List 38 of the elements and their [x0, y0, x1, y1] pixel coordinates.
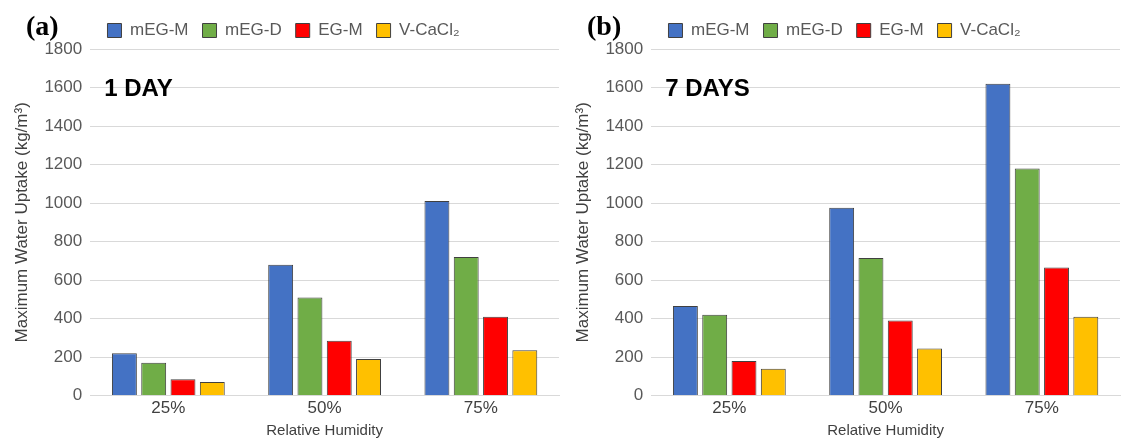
y-tick-label: 1600	[44, 77, 83, 97]
y-tick-label: 1200	[605, 154, 644, 174]
y-axis-title: Maximum Water Uptake (kg/m³)	[572, 102, 592, 343]
y-tick-label: 1000	[605, 192, 644, 212]
x-axis-title: Relative Humidity	[266, 421, 384, 439]
x-tick-label: 75%	[1024, 398, 1059, 418]
legend-label: mEG-M	[690, 20, 750, 40]
legend-label: mEG-D	[786, 20, 843, 40]
y-axis-title: Maximum Water Uptake (kg/m³)	[11, 102, 31, 343]
y-tick-label: 200	[53, 346, 83, 366]
y-tick-label: 1600	[605, 77, 644, 97]
y-tick-label: 400	[53, 308, 83, 328]
y-tick-label: 1000	[44, 192, 83, 212]
legend-label: V-CaCl₂	[960, 20, 1021, 40]
y-tick-label: 200	[614, 346, 644, 366]
y-tick-label: 800	[614, 231, 644, 251]
y-tick-label: 400	[614, 308, 644, 328]
x-tick-label: 25%	[151, 398, 186, 418]
y-tick-label: 0	[72, 385, 83, 405]
legend-label: EG-M	[879, 20, 924, 40]
y-tick-label: 1400	[605, 115, 644, 135]
x-tick-label: 75%	[463, 398, 498, 418]
y-tick-label: 1200	[44, 154, 83, 174]
annotation: 7 DAYS	[665, 73, 750, 101]
y-tick-label: 600	[53, 269, 83, 289]
legend-label: V-CaCl₂	[399, 20, 460, 40]
x-tick-label: 25%	[712, 398, 747, 418]
x-axis-title: Relative Humidity	[827, 421, 945, 439]
x-tick-label: 50%	[307, 398, 342, 418]
legend-label: EG-M	[318, 20, 363, 40]
x-tick-label: 50%	[868, 398, 903, 418]
y-tick-label: 0	[633, 385, 644, 405]
y-tick-label: 800	[53, 231, 83, 251]
annotation: 1 DAY	[104, 73, 173, 101]
y-tick-label: 600	[614, 269, 644, 289]
y-tick-label: 1400	[44, 115, 83, 135]
legend-label: mEG-M	[129, 20, 189, 40]
legend-label: mEG-D	[225, 20, 282, 40]
